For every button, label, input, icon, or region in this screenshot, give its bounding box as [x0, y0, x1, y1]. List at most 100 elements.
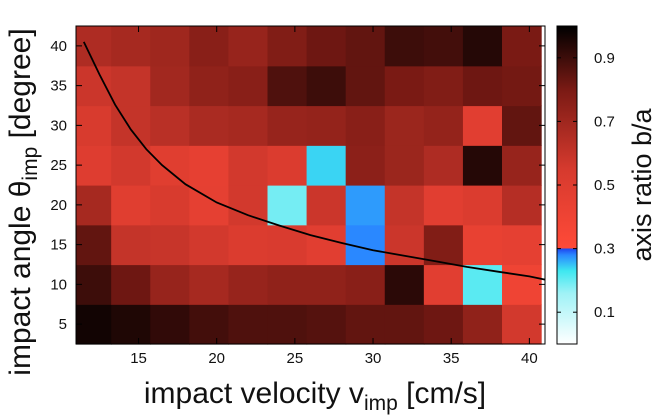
heatmap-cell [111, 304, 151, 345]
heatmap-cell [228, 304, 269, 345]
y-ticks: 5 10 15 20 25 30 35 40 [50, 38, 545, 333]
heatmap-cell [462, 264, 503, 305]
y-tick-label: 25 [50, 157, 67, 174]
heatmap-cell [462, 145, 503, 186]
heatmap-cell [502, 264, 542, 305]
heatmap-cell [228, 185, 269, 226]
heatmap-cell [423, 105, 464, 146]
heatmap-cell [462, 26, 503, 67]
heatmap-cell [189, 224, 230, 266]
heatmap-cell [423, 185, 464, 226]
heatmap-cell [150, 304, 190, 345]
x-axis-label: impact velocity vimp [cm/s] [144, 377, 486, 415]
heatmap-cell [384, 145, 425, 186]
heatmap-cell [189, 304, 230, 345]
heatmap-cell [502, 185, 542, 226]
heatmap-cell [189, 145, 230, 186]
heatmap-cell [228, 264, 269, 305]
heatmap-cell [502, 304, 542, 345]
heatmap-cell [345, 145, 386, 186]
heatmap-cells [76, 26, 542, 345]
heatmap-cell [150, 105, 190, 146]
heatmap-cell [384, 304, 425, 345]
heatmap-cell [267, 65, 308, 107]
heatmap-cell [267, 26, 308, 67]
x-tick-label: 20 [208, 350, 225, 367]
heatmap-cell [306, 105, 347, 146]
heatmap-cell [228, 105, 269, 146]
heatmap-cell [502, 65, 542, 107]
plot-frame [75, 25, 546, 345]
colorbar-tick-label: 0.9 [594, 50, 615, 67]
heatmap-cell [306, 26, 347, 67]
x-axis-label-subscript: imp [364, 392, 398, 415]
heatmap-cell [345, 304, 386, 345]
y-tick-label: 40 [50, 38, 67, 55]
heatmap-cell [306, 224, 347, 266]
heatmap-cell [384, 105, 425, 146]
y-tick-label: 5 [59, 316, 67, 333]
heatmap-cell [345, 65, 386, 107]
heatmap-cell [384, 185, 425, 226]
x-tick-label: 35 [443, 350, 460, 367]
colorbar-tick-label: 0.3 [594, 241, 615, 258]
heatmap-cell [423, 304, 464, 345]
heatmap-cell [150, 145, 190, 186]
heatmap-cell [267, 145, 308, 186]
heatmap-cell [502, 105, 542, 146]
y-tick-label: 35 [50, 78, 67, 95]
heatmap-cell [462, 65, 503, 107]
heatmap-cell [228, 145, 269, 186]
heatmap-cell [423, 224, 464, 266]
y-axis-label-unit: [degree] [4, 28, 37, 146]
heatmap-cell [189, 105, 230, 146]
colorbar-tick-label: 0.5 [594, 177, 615, 194]
heatmap-cell [345, 264, 386, 305]
heatmap-cell [111, 26, 151, 67]
x-ticks: 15 20 25 30 35 40 [130, 26, 538, 367]
y-axis-label-subscript: imp [19, 147, 42, 181]
x-tick-label: 30 [365, 350, 382, 367]
heatmap-cell [267, 224, 308, 266]
heatmap-cell [462, 185, 503, 226]
x-tick-label: 15 [130, 350, 147, 367]
heatmap-cell [306, 185, 347, 226]
heatmap-cell [111, 145, 151, 186]
y-tick-label: 15 [50, 237, 67, 254]
heatmap-cell [189, 26, 230, 67]
heatmap-cell [111, 264, 151, 305]
heatmap-cell [462, 105, 503, 146]
heatmap-cell [502, 145, 542, 186]
heatmap-cell [189, 65, 230, 107]
heatmap-cell [150, 185, 190, 226]
heatmap-cell [228, 26, 269, 67]
heatmap-cell [384, 65, 425, 107]
heatmap-cell [306, 65, 347, 107]
heatmap-cell [111, 185, 151, 226]
x-tick-label: 40 [521, 350, 538, 367]
heatmap-cell [306, 264, 347, 305]
heatmap-cell [267, 264, 308, 305]
heatmap-cell [384, 264, 425, 305]
heatmap-cell [306, 304, 347, 345]
heatmap-cell [150, 224, 190, 266]
x-tick-label: 25 [287, 350, 304, 367]
heatmap-cell [423, 65, 464, 107]
y-tick-label: 20 [50, 197, 67, 214]
heatmap-cell [267, 304, 308, 345]
colorbar-tick-label: 0.7 [594, 113, 615, 130]
heatmap-cell [267, 185, 308, 226]
heatmap-cell [423, 264, 464, 305]
colorbar-tick-label: 0.1 [594, 304, 615, 321]
heatmap-cell [345, 185, 386, 226]
heatmap-cell [345, 26, 386, 67]
heatmap-cell [111, 65, 151, 107]
y-tick-label: 10 [50, 276, 67, 293]
colorbar-ticks: 0.1 0.3 0.5 0.7 0.9 [557, 50, 615, 321]
x-axis-label-unit: [cm/s] [398, 377, 486, 410]
heatmap-cell [462, 224, 503, 266]
y-axis-label: impact angle θimp [degree] [4, 28, 42, 375]
heatmap-cell [150, 264, 190, 305]
heatmap-cell [111, 105, 151, 146]
